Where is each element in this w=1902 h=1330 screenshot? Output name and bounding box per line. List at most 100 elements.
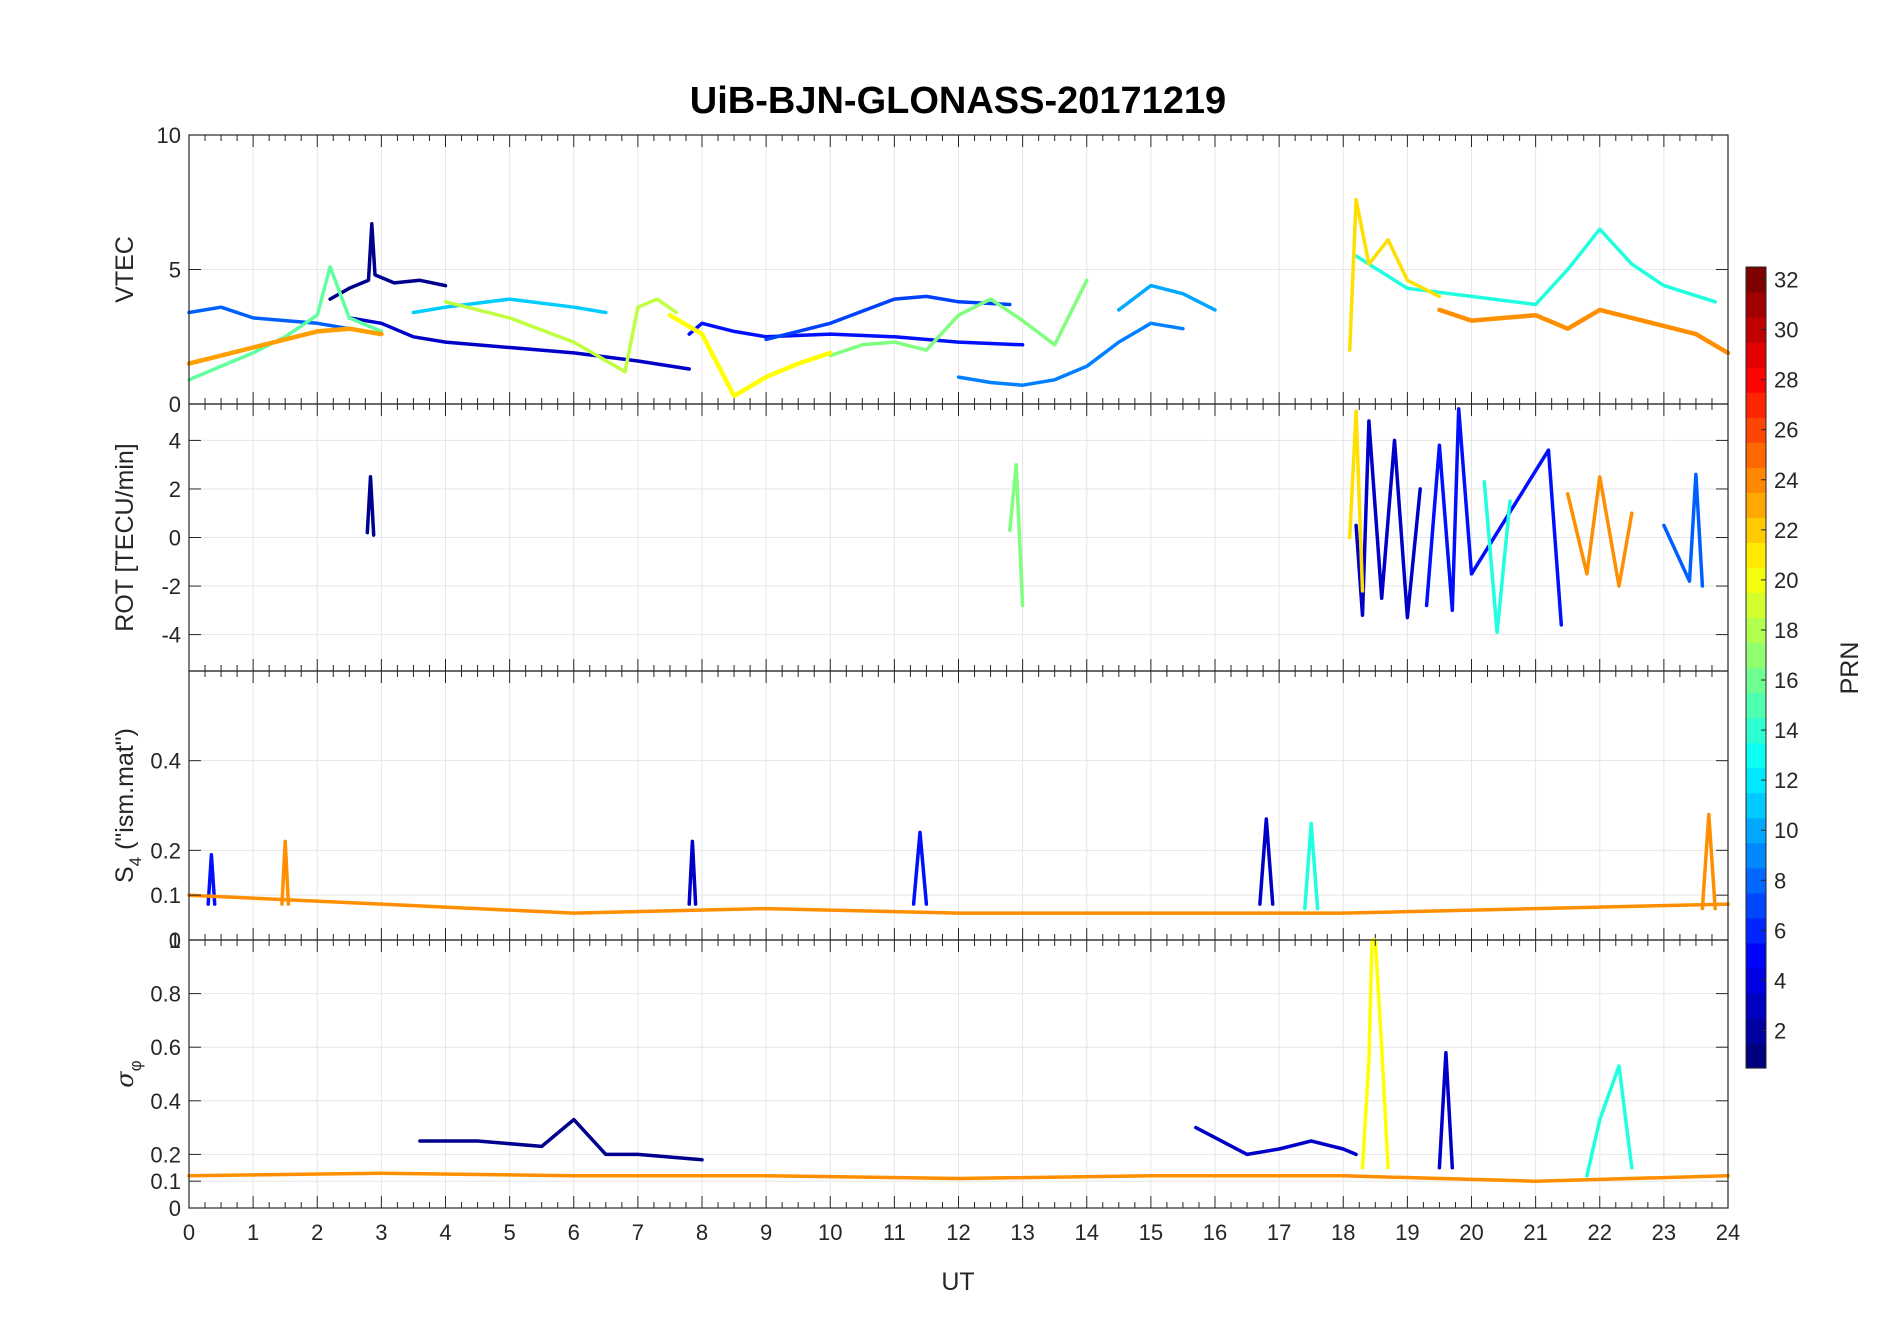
series-line — [687, 839, 698, 906]
x-tick-label: 0 — [183, 1220, 195, 1245]
x-tick-label: 23 — [1652, 1220, 1676, 1245]
colorbar-tick-label: 22 — [1774, 518, 1798, 543]
y-tick-label: -4 — [161, 623, 181, 648]
series-line — [206, 853, 217, 906]
y-tick-label: 4 — [169, 428, 181, 453]
y-tick-label: 0 — [169, 392, 181, 417]
series-line — [1700, 812, 1717, 911]
series-line — [1437, 307, 1731, 356]
series-line — [1117, 283, 1217, 312]
colorbar-segment — [1746, 542, 1766, 568]
y-tick-label: 1 — [169, 928, 181, 953]
series-line — [1360, 938, 1390, 1170]
x-tick-label: 20 — [1459, 1220, 1483, 1245]
colorbar-segment — [1746, 392, 1766, 418]
x-tick-label: 3 — [375, 1220, 387, 1245]
series-line — [828, 278, 1089, 358]
colorbar-segment — [1746, 992, 1766, 1019]
colorbar-segment — [1746, 317, 1766, 343]
colorbar-segment — [1746, 892, 1766, 919]
colorbar-segment — [1746, 617, 1766, 644]
series-line — [667, 312, 833, 399]
colorbar-segment — [1746, 292, 1766, 318]
colorbar-segment — [1746, 1017, 1766, 1044]
y-tick-label: -2 — [161, 574, 181, 599]
series-line — [186, 326, 384, 366]
series-line — [1354, 419, 1422, 620]
y-tick-label: 0 — [169, 1196, 181, 1221]
y-tick-label: 0.4 — [150, 749, 181, 774]
colorbar-segment — [1746, 942, 1766, 969]
series-line — [1347, 197, 1442, 352]
colorbar-segment — [1746, 467, 1766, 493]
colorbar-segment — [1746, 967, 1766, 994]
colorbar-segment — [1746, 717, 1766, 744]
series-line — [187, 265, 384, 382]
colorbar-tick-label: 18 — [1774, 618, 1798, 643]
colorbar-tick-label: 8 — [1774, 868, 1786, 893]
y-tick-label: 0.1 — [150, 883, 181, 908]
x-tick-label: 5 — [504, 1220, 516, 1245]
series-line — [1194, 1125, 1358, 1157]
y-axis-label: VTEC — [111, 236, 139, 303]
y-tick-label: 2 — [169, 477, 181, 502]
colorbar-segment — [1746, 367, 1766, 393]
series-line — [187, 1171, 1730, 1183]
series-line — [418, 1117, 704, 1162]
x-tick-label: 24 — [1716, 1220, 1740, 1245]
colorbar-segment — [1746, 792, 1766, 819]
x-tick-label: 11 — [883, 1220, 906, 1245]
colorbar-segment — [1746, 842, 1766, 869]
x-tick-label: 16 — [1203, 1220, 1227, 1245]
x-tick-label: 19 — [1395, 1220, 1419, 1245]
colorbar-tick-label: 24 — [1774, 468, 1798, 493]
colorbar-tick-label: 32 — [1774, 268, 1798, 293]
series-line — [1662, 472, 1705, 588]
series-line — [687, 321, 1025, 347]
colorbar-tick-label: 28 — [1774, 368, 1798, 393]
panel-1: 0 5 10 VTEC — [111, 123, 1731, 417]
y-axis-label: S4 ("ism.mat") — [111, 728, 145, 883]
colorbar-segment — [1746, 767, 1766, 794]
colorbar-tick-label: 4 — [1774, 968, 1786, 993]
x-axis-label: UT — [941, 1268, 974, 1296]
colorbar-segment — [1746, 592, 1766, 619]
panel-2: -4 -2 0 2 4 ROT [TECU/min] — [111, 403, 1729, 672]
x-tick-label: 15 — [1139, 1220, 1163, 1245]
colorbar-tick-label: 10 — [1774, 818, 1798, 843]
x-tick-label: 18 — [1331, 1220, 1355, 1245]
series-line — [1565, 475, 1634, 588]
series-line — [187, 893, 1730, 915]
x-tick-label: 2 — [311, 1220, 323, 1245]
colorbar-segment — [1746, 692, 1766, 719]
series-line — [1008, 462, 1025, 608]
colorbar-tick-label: 2 — [1774, 1018, 1786, 1043]
series-line — [956, 321, 1185, 387]
series-line — [280, 839, 291, 906]
y-tick-label: 0 — [169, 526, 181, 551]
colorbar-segment — [1746, 492, 1766, 518]
series-line — [443, 297, 679, 374]
x-tick-label: 17 — [1267, 1220, 1291, 1245]
x-tick-label: 7 — [632, 1220, 644, 1245]
colorbar-segment — [1746, 742, 1766, 769]
series-line — [328, 222, 448, 301]
colorbar-segment — [1746, 817, 1766, 844]
colorbar-segment — [1746, 342, 1766, 368]
x-tick-label: 6 — [568, 1220, 580, 1245]
series-line — [1303, 821, 1320, 911]
series-line — [365, 475, 376, 537]
colorbar-tick-label: 20 — [1774, 568, 1798, 593]
colorbar-frame — [1745, 266, 1767, 1069]
series-line — [911, 830, 929, 906]
series-line — [764, 294, 1012, 342]
panel-3: 0 0.1 0.2 0.4S4 ("ism.mat") — [111, 670, 1730, 953]
colorbar-segment — [1746, 267, 1766, 293]
x-tick-label: 4 — [439, 1220, 451, 1245]
x-tick-label: 14 — [1075, 1220, 1099, 1245]
series-line — [1347, 409, 1365, 593]
series-line — [411, 297, 608, 315]
series-line — [1482, 479, 1512, 634]
